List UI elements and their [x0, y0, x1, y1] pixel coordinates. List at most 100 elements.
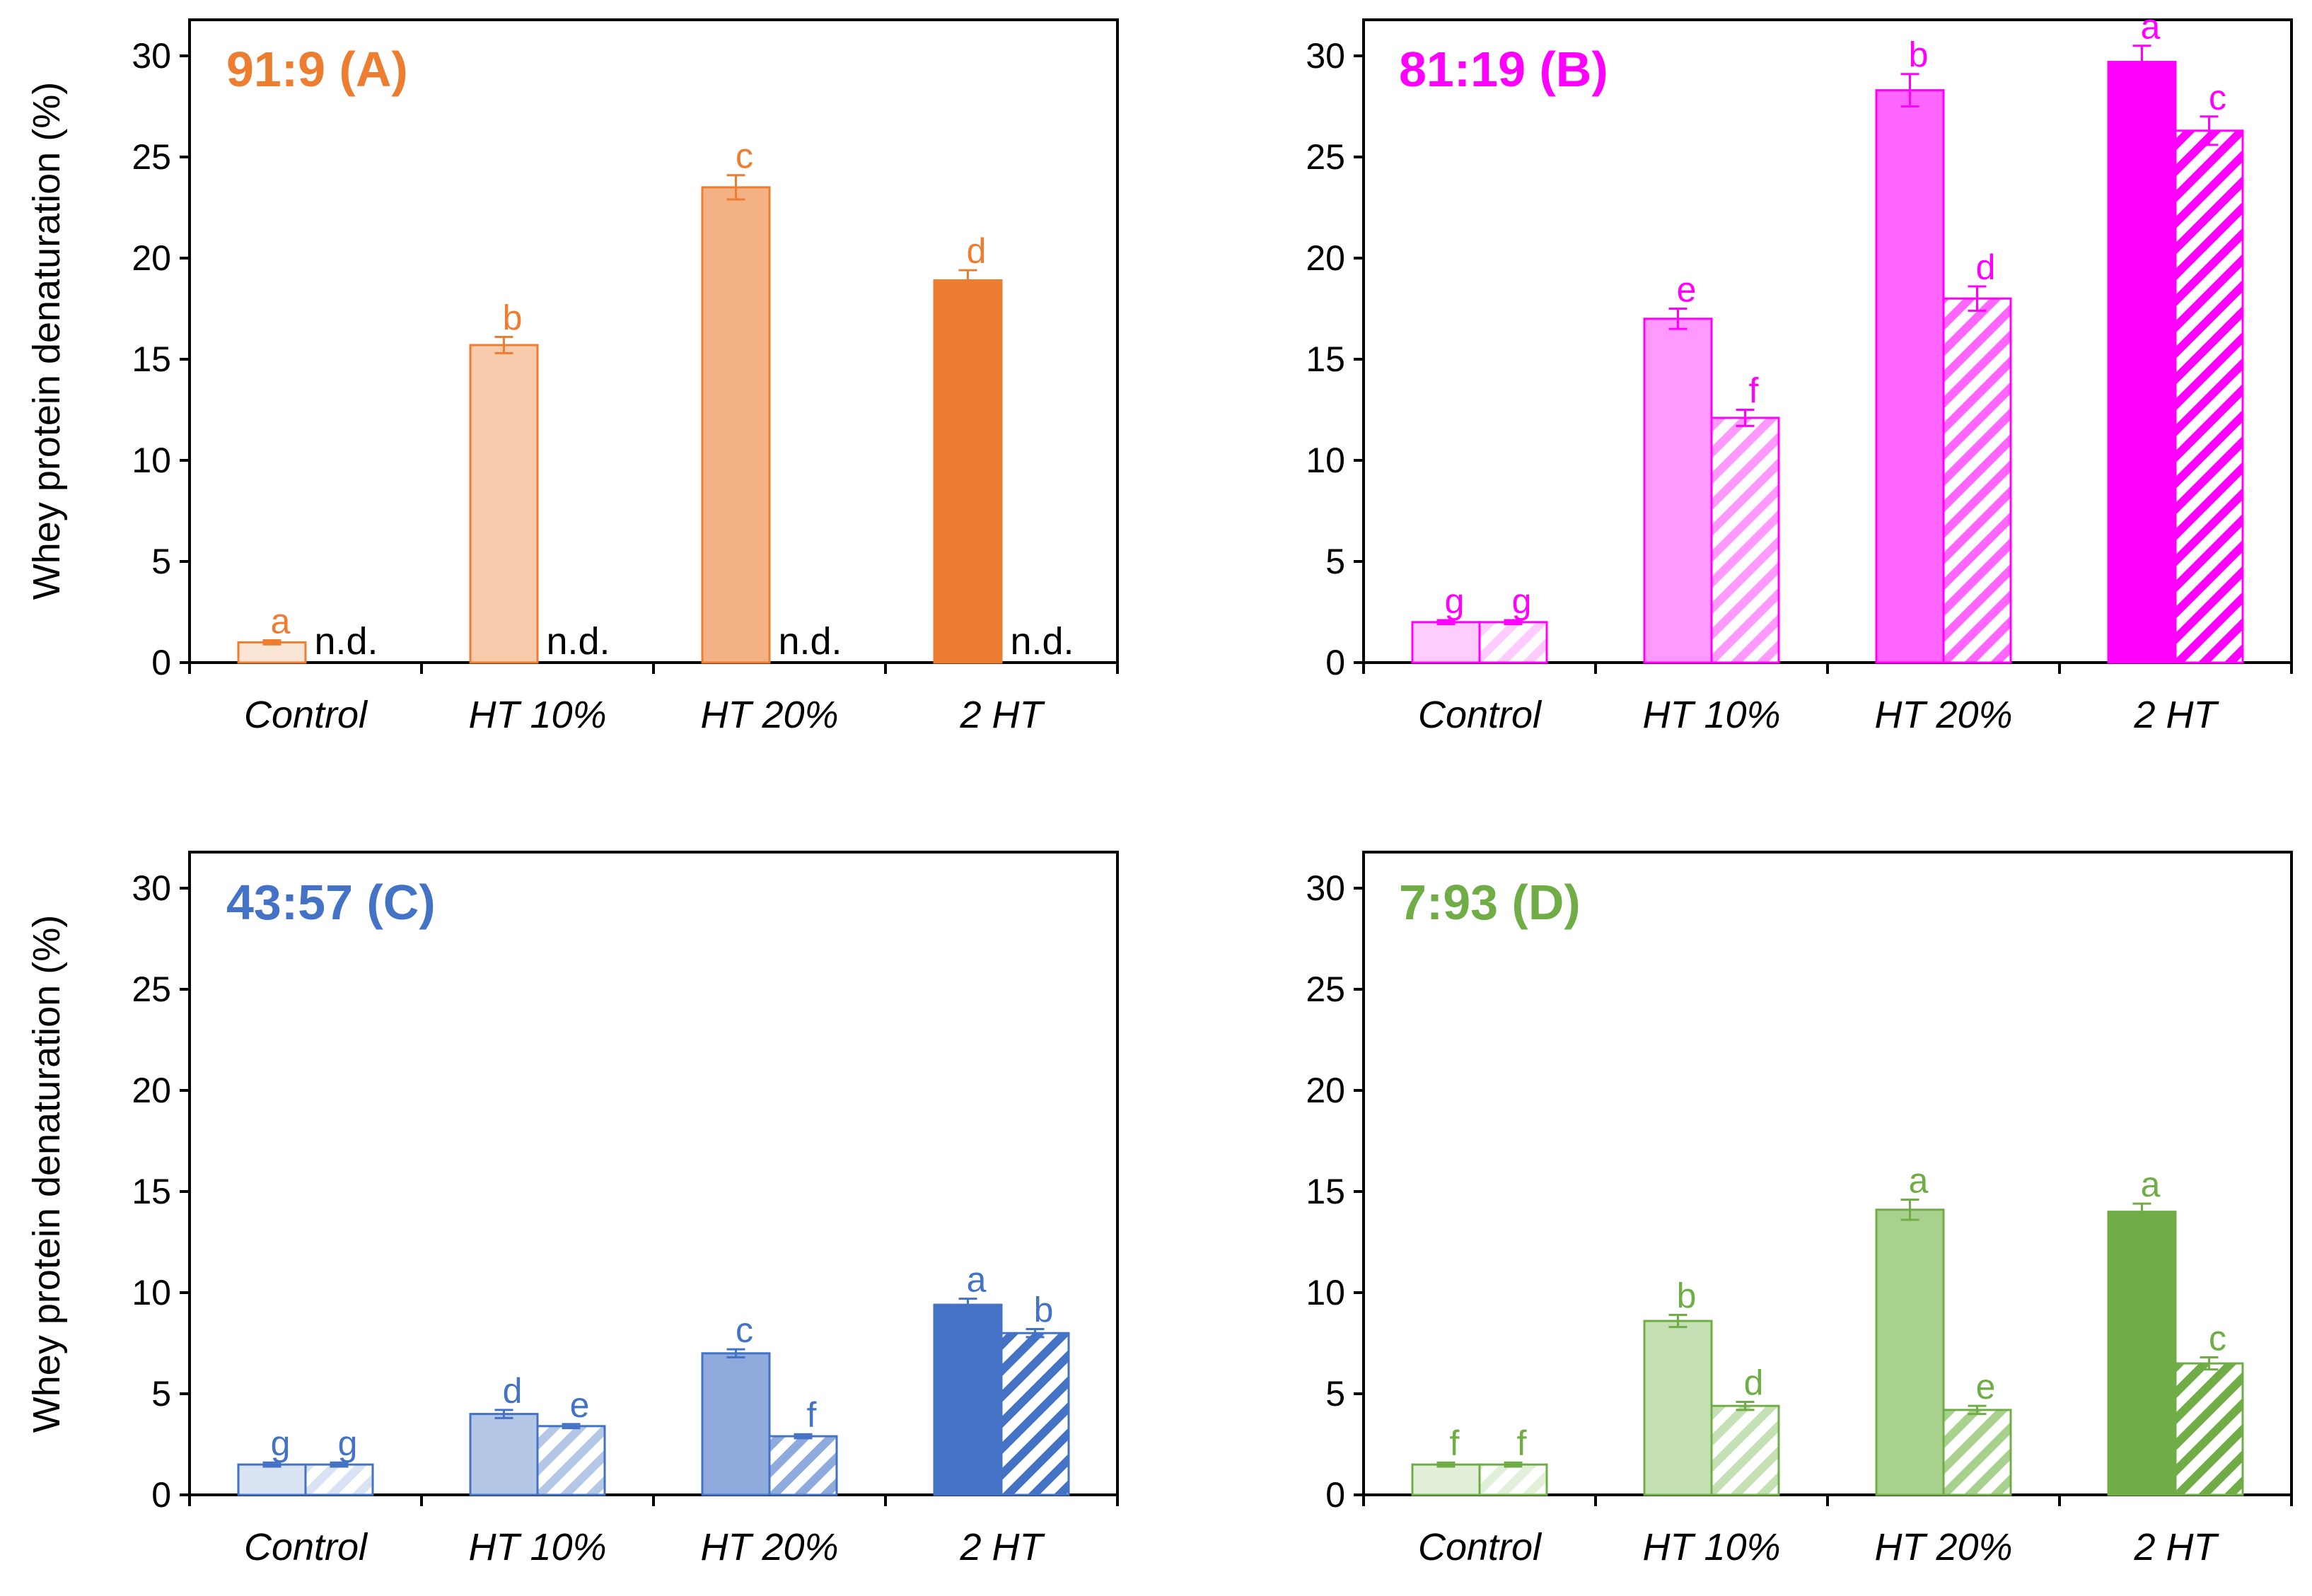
y-tick-label: 20 [1306, 1071, 1345, 1110]
y-tick-label: 30 [132, 36, 171, 76]
significance-letter: c [736, 136, 753, 176]
panel-a: Whey protein denaturation (%) 91:9 (A) 0… [25, 18, 1119, 736]
error-bar [1668, 308, 1687, 330]
x-tick-label: 2 HT [2133, 694, 2219, 736]
x-tick-label: Control [1418, 1526, 1543, 1568]
error-bar [1968, 285, 1987, 312]
x-tick-label: Control [244, 1526, 368, 1568]
bar [1000, 1332, 1070, 1496]
y-tick-label: 5 [151, 542, 171, 581]
error-bar [958, 1298, 977, 1312]
error-bar [1436, 1461, 1456, 1468]
x-tick-label: HT 20% [1874, 1526, 2012, 1568]
x-tick-label: HT 10% [468, 694, 606, 736]
y-tick-label: 15 [1306, 339, 1345, 379]
y-tick-label: 30 [132, 868, 171, 908]
significance-letter: f [807, 1395, 817, 1435]
significance-letter: e [570, 1385, 590, 1425]
significance-letter: g [338, 1423, 358, 1463]
x-tick-label: HT 20% [1874, 694, 2012, 736]
x-tick-label: HT 10% [1642, 694, 1780, 736]
x-tick-label: Control [244, 694, 368, 736]
bars: a b c d n.d. n.d. n.d. n.d. [237, 136, 1074, 664]
bar [237, 641, 307, 664]
significance-letter: f [1517, 1423, 1527, 1463]
error-bar [1736, 1400, 1755, 1411]
y-tick-label: 20 [132, 238, 171, 278]
bar [1942, 1409, 2012, 1496]
error-bar [330, 1461, 349, 1468]
error-bar [1668, 1313, 1687, 1329]
y-tick-label: 20 [1306, 238, 1345, 278]
panel-b: 81:19 (B) 0 5 10 15 20 25 30 Control HT 10% HT 20… [1306, 7, 2293, 736]
error-bar [2200, 1356, 2219, 1371]
bar [1643, 318, 1713, 664]
y-axis-label: Whey protein denaturation (%) [25, 915, 68, 1433]
bars: g e b a g f d c [1411, 7, 2244, 664]
y-tick-label: 5 [1325, 542, 1345, 581]
axes: 0 5 10 15 20 25 30 Control HT 10% HT 20% 2 HT [132, 36, 1119, 736]
bar [469, 1413, 539, 1496]
significance-letter: g [1512, 581, 1532, 621]
x-tick-label: 2 HT [959, 1526, 1045, 1568]
y-tick-label: 15 [132, 1172, 171, 1211]
x-tick-label: 2 HT [2133, 1526, 2219, 1568]
significance-letter: a [271, 602, 291, 641]
y-tick-label: 10 [132, 1273, 171, 1312]
bar [1875, 89, 1945, 664]
panel-title: 7:93 (D) [1399, 875, 1581, 930]
significance-letter: e [1976, 1367, 1996, 1406]
bar [933, 1303, 1003, 1496]
bars: f b a a f d e c [1411, 1160, 2244, 1496]
significance-letter: e [1677, 270, 1697, 310]
error-bar [562, 1423, 581, 1430]
bar [933, 279, 1003, 664]
bar [1411, 1463, 1481, 1496]
y-tick-label: 0 [1325, 1475, 1345, 1515]
panel-title: 43:57 (C) [226, 875, 436, 930]
significance-letter: f [1450, 1423, 1460, 1463]
y-tick-label: 15 [1306, 1172, 1345, 1211]
axes: 0 5 10 15 20 25 30 Control HT 10% HT 20% 2 HT [132, 868, 1119, 1568]
significance-letter: b [1034, 1290, 1054, 1329]
error-bar [1736, 409, 1755, 427]
axes: 0 5 10 15 20 25 30 Control HT 10% HT 20% 2 HT [1306, 36, 2293, 736]
y-tick-label: 0 [1325, 643, 1345, 682]
error-bar [2200, 115, 2219, 146]
y-tick-label: 0 [151, 1475, 171, 1515]
error-bar [494, 336, 513, 354]
error-bar [726, 174, 745, 201]
bar [2107, 61, 2177, 664]
panel-title: 81:19 (B) [1399, 42, 1608, 97]
significance-letter: a [2141, 7, 2161, 47]
y-tick-label: 25 [1306, 137, 1345, 177]
error-bar [958, 269, 977, 292]
y-tick-label: 5 [1325, 1374, 1345, 1414]
x-tick-label: HT 20% [700, 694, 838, 736]
error-bar [262, 1461, 281, 1468]
x-tick-label: HT 10% [468, 1526, 606, 1568]
error-bar [1504, 1461, 1523, 1468]
significance-letter: g [1445, 581, 1465, 621]
panel-c: Whey protein denaturation (%) 43:57 (C) … [25, 851, 1119, 1568]
y-axis-label: Whey protein denaturation (%) [25, 82, 68, 600]
x-tick-label: HT 20% [700, 1526, 838, 1568]
bar [1710, 1404, 1780, 1496]
x-tick-label: HT 10% [1642, 1526, 1780, 1568]
significance-letter: b [1909, 35, 1929, 75]
panel-d: 7:93 (D) 0 5 10 15 20 25 30 Control HT 10% HT 20%… [1306, 851, 2293, 1568]
not-detected-label: n.d. [546, 620, 610, 663]
error-bar [2132, 1202, 2151, 1221]
significance-letter: d [1744, 1363, 1764, 1402]
bar [1478, 1463, 1548, 1496]
bar [1478, 621, 1548, 664]
significance-letter: c [736, 1310, 753, 1350]
panel-title: 91:9 (A) [226, 42, 408, 97]
bar [1875, 1208, 1945, 1496]
not-detected-label: n.d. [778, 620, 842, 663]
error-bar [1968, 1404, 1987, 1416]
y-tick-label: 30 [1306, 36, 1345, 76]
error-bar [1504, 619, 1523, 626]
y-tick-label: 5 [151, 1374, 171, 1414]
